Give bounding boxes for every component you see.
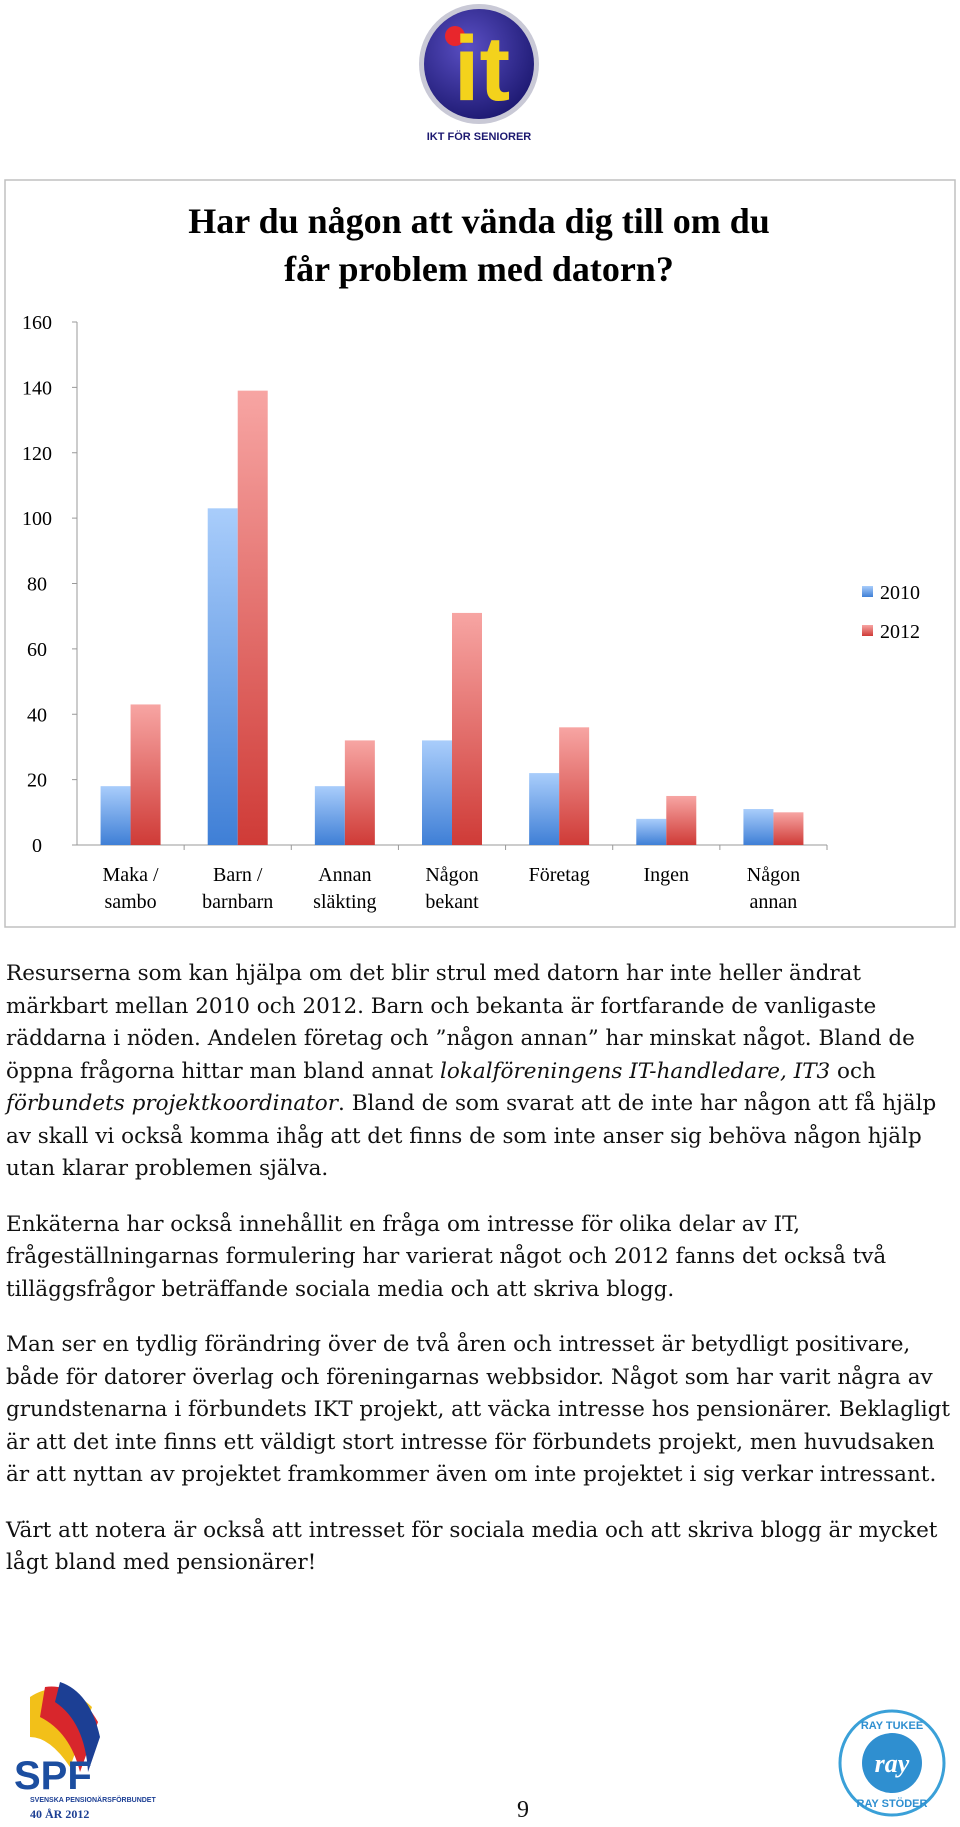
bar bbox=[207, 508, 238, 845]
legend-swatch bbox=[862, 625, 873, 636]
x-tick-label: Maka / bbox=[103, 864, 160, 886]
y-tick-label: 0 bbox=[32, 835, 42, 857]
x-tick-label: Företag bbox=[529, 864, 590, 886]
bar bbox=[422, 740, 452, 845]
x-tick-label: Någon bbox=[747, 864, 800, 886]
paragraph: Enkäterna har också innehållit en fråga … bbox=[6, 1209, 951, 1307]
paragraph: Man ser en tydlig förändring över de två… bbox=[6, 1329, 951, 1492]
footer: SPF SVENSKA PENSIONÄRSFÖRBUNDET 40 ÅR 20… bbox=[14, 1682, 946, 1823]
bar bbox=[130, 704, 161, 845]
ray-mark: ray bbox=[875, 1749, 910, 1778]
bar bbox=[529, 773, 560, 845]
x-tick-label: annan bbox=[750, 891, 798, 913]
bar bbox=[666, 795, 697, 845]
y-tick-label: 100 bbox=[22, 508, 52, 530]
body-text: Resurserna som kan hjälpa om det blir st… bbox=[6, 958, 951, 1603]
bar bbox=[237, 390, 268, 845]
bar bbox=[452, 612, 482, 845]
text-run: . Bland de som svarat att de inte har nå… bbox=[6, 1091, 937, 1181]
y-tick-label: 40 bbox=[27, 704, 47, 726]
text-run: och bbox=[830, 1058, 876, 1084]
bar bbox=[559, 727, 590, 845]
x-tick-label: släkting bbox=[313, 891, 376, 913]
legend-swatch bbox=[862, 586, 873, 597]
chart-title: får problem med datorn? bbox=[284, 249, 674, 289]
bar bbox=[314, 786, 345, 845]
chart-title: Har du någon att vända dig till om du bbox=[188, 201, 769, 241]
y-tick-label: 80 bbox=[27, 574, 47, 596]
text-run: Enkäterna har också innehållit en fråga … bbox=[6, 1211, 887, 1302]
x-tick-label: sambo bbox=[104, 891, 156, 913]
x-tick-label: Annan bbox=[318, 864, 371, 886]
header-logo: it IKT FÖR SENIORER bbox=[419, 4, 539, 143]
bar bbox=[743, 809, 774, 845]
text-run: Resurserna som kan hjälpa om det blir st… bbox=[6, 961, 915, 1084]
x-tick-label: Någon bbox=[425, 864, 478, 886]
bar bbox=[344, 740, 375, 845]
paragraph: Värt att notera är också att intresset f… bbox=[6, 1515, 951, 1580]
x-tick-label: bekant bbox=[425, 891, 479, 913]
paragraph: Resurserna som kan hjälpa om det blir st… bbox=[6, 958, 951, 1186]
y-tick-label: 160 bbox=[22, 312, 52, 334]
page-number: 9 bbox=[517, 1797, 529, 1823]
bar bbox=[636, 818, 667, 845]
logo-caption: IKT FÖR SENIORER bbox=[427, 130, 532, 143]
x-tick-label: barnbarn bbox=[202, 891, 273, 913]
legend-label: 2010 bbox=[880, 582, 920, 604]
x-tick-label: Ingen bbox=[644, 864, 690, 886]
spf-mark: SPF bbox=[14, 1754, 92, 1798]
spf-year: 40 ÅR 2012 bbox=[30, 1807, 89, 1821]
ray-disc bbox=[862, 1733, 922, 1793]
italic-run: lokalföreningens IT-handledare, IT3 bbox=[440, 1058, 831, 1084]
x-tick-label: Barn / bbox=[213, 864, 263, 886]
text-run: Man ser en tydlig förändring över de två… bbox=[6, 1332, 950, 1487]
chart: Har du någon att vända dig till om du får… bbox=[4, 179, 956, 928]
y-tick-label: 120 bbox=[22, 443, 52, 465]
logo-mark: it bbox=[454, 18, 510, 120]
legend-label: 2012 bbox=[880, 621, 920, 643]
ray-bottom: RAY STÖDER bbox=[857, 1797, 928, 1810]
spf-name: SVENSKA PENSIONÄRSFÖRBUNDET bbox=[30, 1795, 156, 1804]
y-tick-label: 60 bbox=[27, 639, 47, 661]
bar bbox=[773, 812, 804, 845]
italic-run: förbundets projektkoordinator bbox=[6, 1091, 339, 1116]
spf-sail bbox=[55, 1682, 100, 1772]
y-tick-label: 140 bbox=[22, 377, 52, 399]
ray-top: RAY TUKEE bbox=[861, 1720, 923, 1732]
bar bbox=[100, 786, 131, 845]
y-tick-label: 20 bbox=[27, 770, 47, 792]
text-run: Värt att notera är också att intresset f… bbox=[6, 1517, 938, 1576]
logo-dot bbox=[445, 26, 465, 46]
